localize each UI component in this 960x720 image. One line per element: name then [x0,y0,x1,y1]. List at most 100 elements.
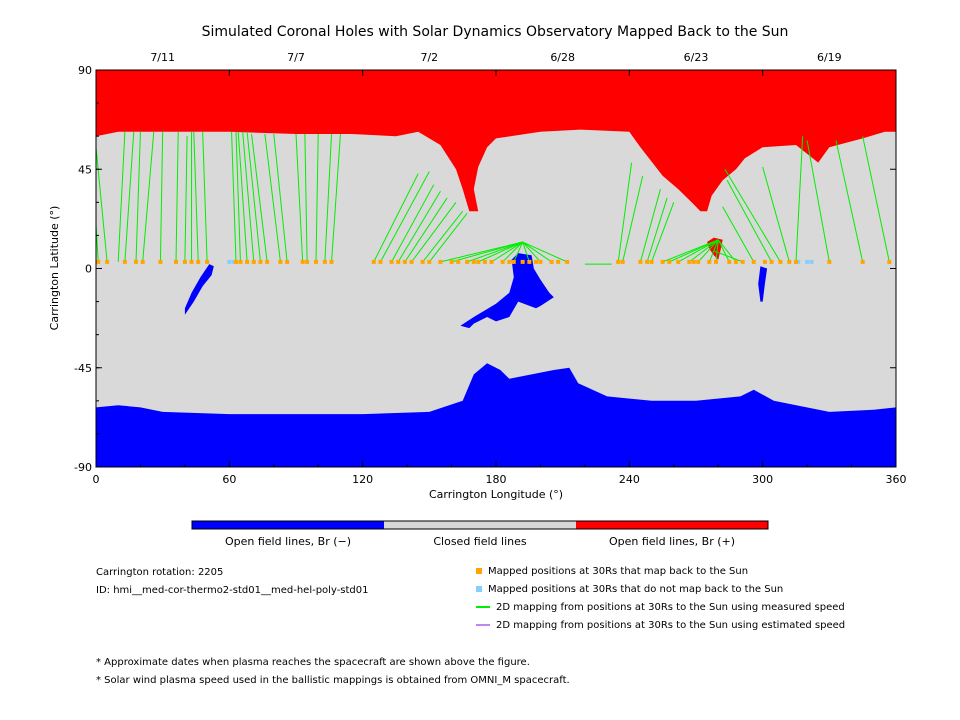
mapped-position [182,259,187,264]
mapped-position [500,259,505,264]
mapped-position [371,259,376,264]
mapped-position [676,259,681,264]
north-polar-hole [96,70,896,212]
map-layers [96,70,896,467]
mapped-position [534,259,538,264]
mapped-position [667,259,672,264]
legend-line-marker [476,606,490,608]
unmapped-position [796,259,801,264]
date-label: 6/28 [550,51,575,64]
equatorial-hole-right [758,266,768,302]
mapping-line [617,162,633,262]
mapped-position [476,259,481,264]
mapped-position [511,259,516,264]
x-tick-label: 360 [886,473,907,486]
colorbar: Open field lines, Br (−) Closed field lin… [191,520,769,548]
mapped-position [300,259,305,264]
mapped-position [538,259,543,264]
mapping-line [237,131,248,262]
mapped-position [778,259,783,264]
mapping-line [273,133,288,262]
unmapped-position [805,259,810,264]
mapping-line [422,210,464,263]
mapping-line [502,241,524,263]
y-axis-label: Carrington Latitude (°) [48,206,61,331]
x-tick-label: 240 [619,473,640,486]
axes: 0 60 120 180 240 300 360 90 45 0 -45 -90 [74,64,906,486]
chart-title: Simulated Coronal Holes with Solar Dynam… [202,24,789,40]
mapping-line [231,131,237,262]
mapping-line [651,202,675,263]
x-tick-label: 60 [222,473,236,486]
mapping-line [715,239,719,262]
unmapped-position [231,259,236,264]
mapping-line [315,133,319,262]
mapping-line [264,133,281,262]
colorbar-segment [192,521,384,529]
mapping-line [428,213,468,263]
mapping-line [478,241,523,263]
mapped-position [389,259,394,264]
mapping-line [142,131,155,262]
mapped-position [245,259,250,264]
mapping-line [304,133,308,262]
mapping-line [391,184,435,263]
x-axis-label: Carrington Longitude (°) [429,488,563,501]
mapped-position [769,259,774,264]
mapped-position [762,259,767,264]
mapped-position [489,259,494,264]
mapped-position [322,259,327,264]
mapped-position [189,259,194,264]
y-tick-label: 90 [78,64,92,77]
mapping-line [397,191,441,263]
mapping-line [726,180,772,263]
mapping-line [717,239,730,263]
mapped-position [456,259,461,264]
mapped-position [205,259,210,264]
mapped-position [258,259,263,264]
mapping-line [184,136,188,262]
unmapped-position [809,259,814,264]
note-dates: * Approximate dates when plasma reaches … [96,657,530,668]
mapped-position [449,259,454,264]
mapping-line [722,206,755,263]
y-tick-label: -90 [74,461,92,474]
mapping-line [677,239,719,263]
mapping-line [522,241,568,263]
mapped-position [527,259,532,264]
legend-label: 2D mapping from positions at 30Rs to the… [496,620,846,631]
date-label: 7/2 [420,51,438,64]
south-polar-hole [96,363,896,467]
mapping-line [246,131,261,262]
legend-entry: Mapped positions at 30Rs that map back t… [476,566,748,577]
mapped-position [616,259,621,264]
mapping-line [380,171,430,263]
legend-entry: Mapped positions at 30Rs that do not map… [476,584,783,595]
mapping-line [295,133,304,262]
mapped-position [691,259,696,264]
mapped-position [305,259,310,264]
mapping-line [404,197,448,263]
mapping-line [124,131,135,262]
colorbar-label: Open field lines, Br (+) [609,535,735,548]
mapping-line [513,241,524,263]
equatorial-hole-center [460,253,554,329]
mapped-position [420,259,425,264]
legend-square-marker [476,568,482,574]
mapped-position [707,259,712,264]
mapped-position [520,259,525,264]
colorbar-segment [576,521,768,529]
unmapped-position [227,259,232,264]
mapped-position [409,259,414,264]
mapped-position [687,259,692,264]
mapped-position [645,259,650,264]
mapped-position [794,259,798,264]
mapping-line [331,133,341,262]
mapped-position [734,259,738,264]
note-speed: * Solar wind plasma speed used in the ba… [96,675,570,686]
mapping-line [669,239,719,263]
mapped-position [134,259,138,264]
mapped-position [549,259,554,264]
mapped-position [565,259,570,264]
equatorial-hole-left [184,264,214,315]
